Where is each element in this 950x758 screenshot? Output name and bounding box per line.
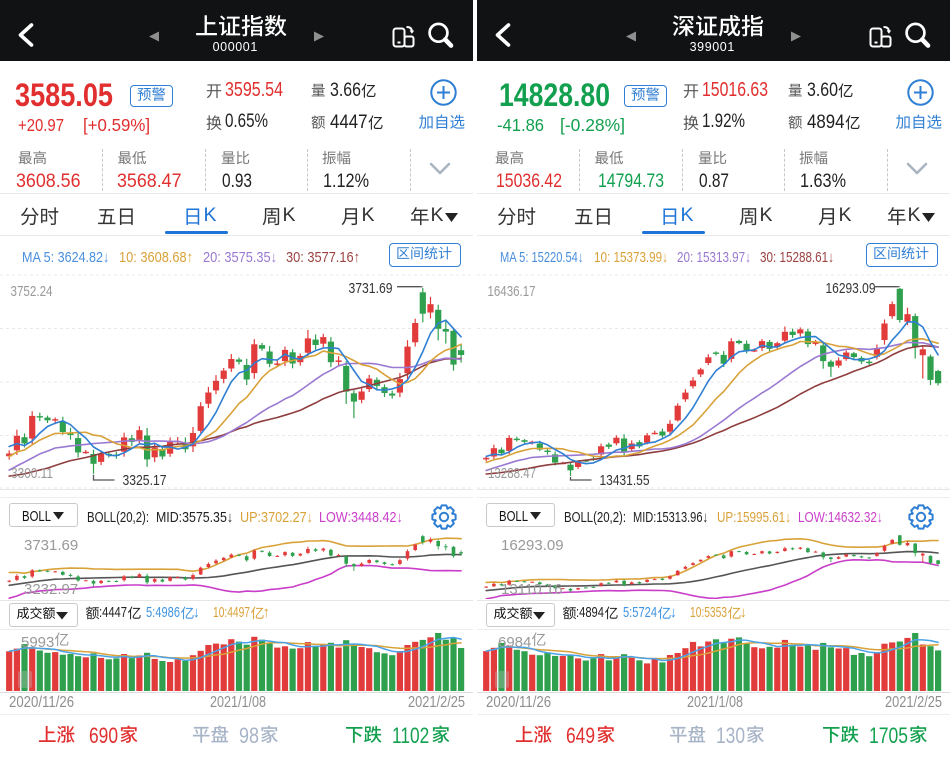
svg-text:13431.55: 13431.55: [600, 472, 650, 489]
svg-text:3325.17: 3325.17: [123, 472, 167, 489]
svg-text:13288.47: 13288.47: [488, 465, 536, 482]
svg-text:16293.09: 16293.09: [501, 537, 564, 554]
svg-text:3752.24: 3752.24: [11, 283, 53, 300]
svg-text:16293.09: 16293.09: [826, 280, 876, 297]
svg-text:3731.69: 3731.69: [349, 280, 393, 297]
svg-text:3731.69: 3731.69: [24, 537, 78, 554]
svg-text:3300.11: 3300.11: [11, 465, 53, 482]
svg-text:3232.97: 3232.97: [24, 581, 78, 598]
svg-text:16436.17: 16436.17: [488, 283, 536, 300]
svg-text:5993: 5993: [21, 634, 54, 651]
svg-text:13110.16: 13110.16: [501, 581, 562, 598]
svg-text:6984: 6984: [498, 634, 531, 651]
